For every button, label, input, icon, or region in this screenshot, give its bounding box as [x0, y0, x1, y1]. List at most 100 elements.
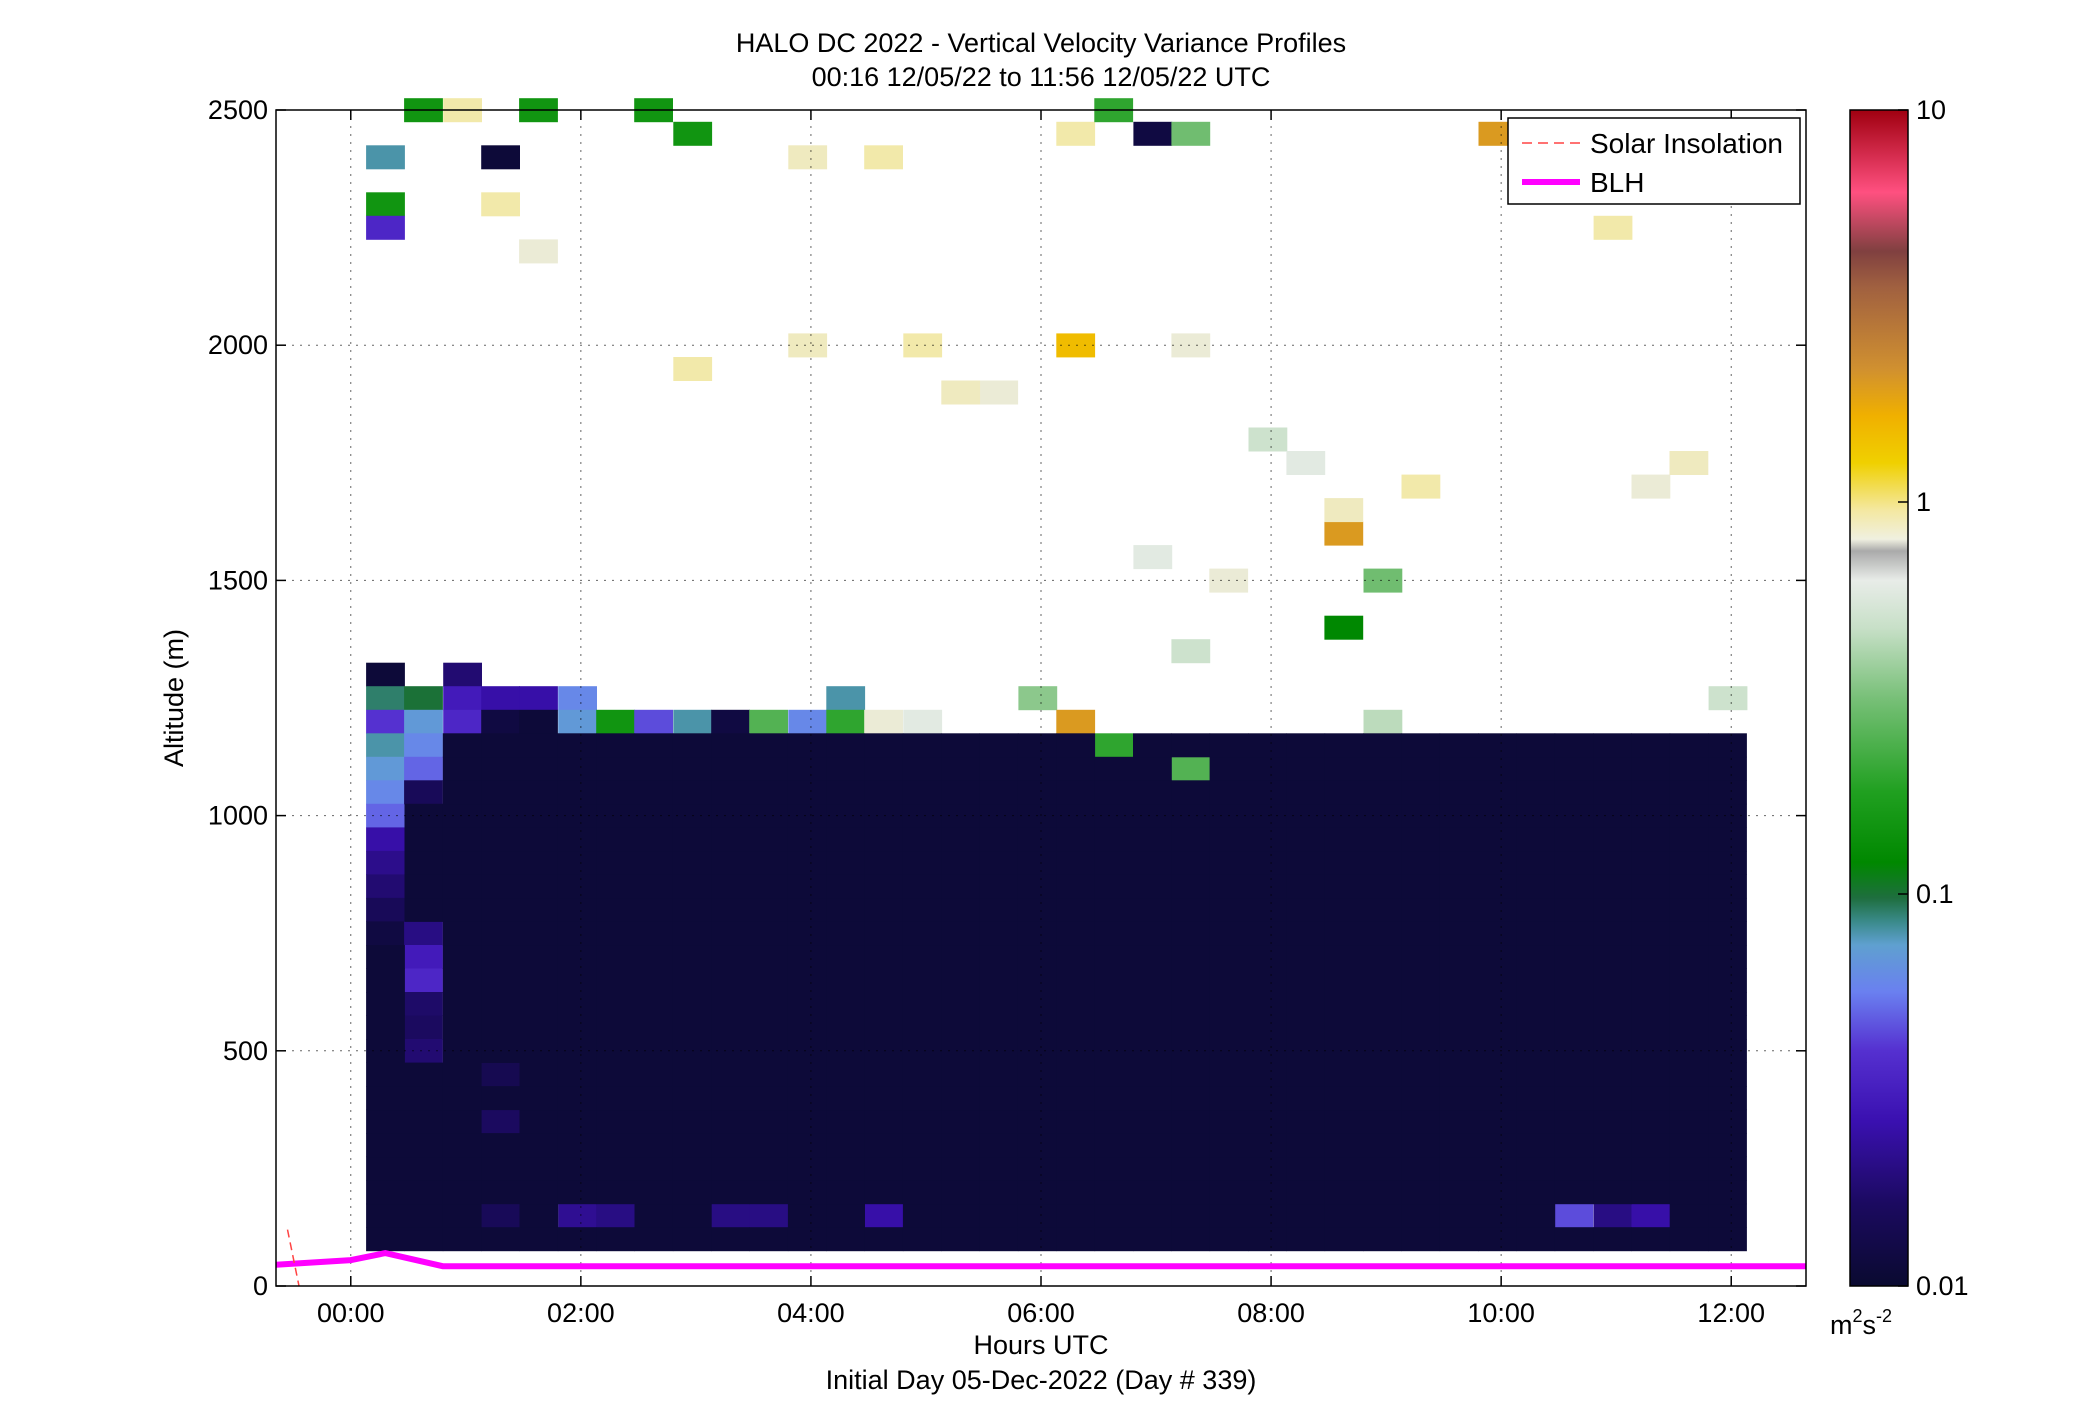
- heatmap-cell: [1593, 1156, 1632, 1181]
- x-axis-sublabel: Initial Day 05-Dec-2022 (Day # 339): [826, 1365, 1257, 1395]
- heatmap-cell: [1631, 1133, 1671, 1158]
- heatmap-cell: [864, 1015, 904, 1040]
- heatmap-cell: [1056, 897, 1096, 922]
- heatmap-cell: [1248, 1133, 1287, 1158]
- heatmap-cell: [711, 709, 750, 734]
- heatmap-cell: [673, 357, 713, 381]
- heatmap-cell: [1439, 733, 1479, 758]
- heatmap-cell: [634, 1086, 674, 1111]
- heatmap-cell: [826, 1109, 865, 1134]
- heatmap-cell: [1171, 850, 1211, 875]
- heatmap-cell: [1478, 921, 1517, 946]
- heatmap-cell: [711, 1156, 750, 1181]
- heatmap-cell: [1439, 1180, 1479, 1205]
- heatmap-cell: [1363, 1156, 1402, 1181]
- heatmap-cell: [1478, 756, 1517, 781]
- heatmap-cell: [442, 850, 482, 875]
- heatmap-cell: [979, 1015, 1019, 1040]
- heatmap-cell: [1133, 827, 1172, 852]
- heatmap-cell: [826, 733, 865, 758]
- heatmap-cell: [1209, 1086, 1249, 1111]
- heatmap-cell: [749, 897, 789, 922]
- heatmap-cell: [1133, 1156, 1172, 1181]
- heatmap-cell: [1209, 1062, 1249, 1087]
- heatmap-cell: [366, 1133, 405, 1158]
- heatmap-cell: [1248, 1156, 1287, 1181]
- heatmap-cell: [1017, 1062, 1057, 1087]
- heatmap-cell: [1516, 1015, 1556, 1040]
- heatmap-cell: [749, 709, 788, 734]
- heatmap-cell: [979, 756, 1019, 781]
- heatmap-cell: [1593, 1015, 1632, 1040]
- heatmap-cell: [558, 709, 597, 734]
- heatmap-cell: [442, 1039, 482, 1063]
- heatmap-cell: [1209, 897, 1249, 922]
- heatmap-cell: [366, 1156, 405, 1181]
- heatmap-cell: [1593, 850, 1632, 875]
- heatmap-cell: [1554, 803, 1594, 828]
- heatmap-cell: [1056, 1156, 1096, 1181]
- heatmap-cell: [749, 1086, 789, 1111]
- heatmap-cell: [711, 850, 750, 875]
- heatmap-cell: [596, 1062, 635, 1087]
- heatmap-cell: [596, 992, 635, 1016]
- heatmap-cell: [1478, 1086, 1517, 1111]
- legend-box: [1507, 117, 1801, 205]
- heatmap-cell: [634, 1133, 674, 1158]
- heatmap-cell: [596, 897, 635, 922]
- solar-insolation-line: [286, 1229, 300, 1287]
- heatmap-cell: [1094, 780, 1134, 805]
- heatmap-cell: [1363, 803, 1402, 828]
- heatmap-cell: [1248, 1203, 1287, 1228]
- heatmap-cell: [442, 897, 482, 922]
- heatmap-cell: [1171, 1180, 1211, 1205]
- heatmap-cell: [902, 1180, 942, 1205]
- heatmap-cell: [1324, 992, 1364, 1016]
- heatmap-cell: [1286, 1086, 1326, 1111]
- heatmap-cell: [366, 921, 405, 946]
- heatmap-cell: [1248, 427, 1288, 452]
- heatmap-cell: [787, 1015, 827, 1040]
- heatmap-cell: [1478, 850, 1517, 875]
- heatmap-cell: [941, 968, 980, 993]
- heatmap-cell: [1171, 121, 1211, 146]
- heatmap-cell: [864, 709, 903, 734]
- heatmap-cell: [481, 686, 520, 711]
- heatmap-cell: [596, 921, 635, 946]
- x-tick-label: 00:00: [317, 1298, 385, 1328]
- heatmap-cell: [1056, 756, 1096, 781]
- heatmap-cell: [1094, 1133, 1134, 1158]
- heatmap-cell: [481, 1109, 520, 1134]
- heatmap-cell: [1401, 1180, 1441, 1205]
- heatmap-cell: [1171, 1062, 1211, 1087]
- heatmap-cell: [864, 1109, 904, 1134]
- heatmap-cell: [1171, 897, 1211, 922]
- heatmap-cell: [672, 1109, 712, 1134]
- heatmap-cell: [1593, 1227, 1632, 1252]
- heatmap-cell: [1286, 1109, 1326, 1134]
- heatmap-cell: [749, 1156, 789, 1181]
- colorbar-tick-label: 0.01: [1916, 1271, 1969, 1301]
- heatmap-cell: [1708, 850, 1747, 875]
- heatmap-cell: [634, 1109, 674, 1134]
- heatmap-cell: [1708, 992, 1747, 1016]
- heatmap-cell: [481, 1156, 520, 1181]
- heatmap-cell: [1593, 1086, 1632, 1111]
- heatmap-cell: [749, 850, 789, 875]
- heatmap-cell: [519, 992, 559, 1016]
- heatmap-cell: [1133, 921, 1172, 946]
- heatmap-cell: [1286, 992, 1326, 1016]
- heatmap-cell: [1516, 992, 1556, 1016]
- heatmap-cell: [1439, 1039, 1479, 1063]
- heatmap-cell: [1171, 874, 1211, 899]
- heatmap-cell: [1554, 1156, 1594, 1181]
- heatmap-cell: [1017, 874, 1057, 899]
- heatmap-cell: [1286, 897, 1326, 922]
- heatmap-cell: [404, 1109, 444, 1134]
- heatmap-cell: [1478, 780, 1517, 805]
- heatmap-cell: [1017, 968, 1057, 993]
- heatmap-cell: [1439, 827, 1479, 852]
- heatmap-cell: [558, 1203, 597, 1228]
- heatmap-cell: [1708, 1133, 1747, 1158]
- heatmap-cell: [711, 992, 750, 1016]
